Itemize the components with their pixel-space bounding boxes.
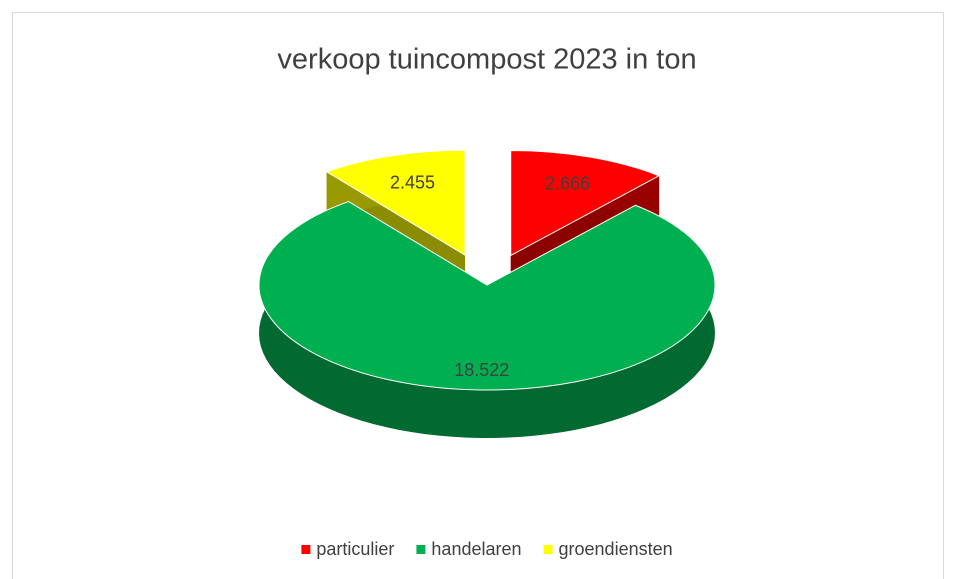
legend-swatch [416, 545, 426, 554]
data-label: 2.455 [390, 172, 435, 192]
legend-swatch [543, 545, 553, 554]
data-label: 2.666 [545, 173, 590, 193]
legend-label: handelaren [431, 539, 521, 559]
chart-title: verkoop tuincompost 2023 in ton [277, 44, 696, 76]
slice-top [510, 149, 661, 257]
data-label: 18.522 [454, 360, 509, 380]
legend-swatch [301, 545, 311, 554]
slice-top [325, 149, 466, 257]
legend-label: particulier [316, 539, 394, 559]
legend-label: groendiensten [559, 539, 673, 559]
slice [258, 201, 716, 438]
slice-top [258, 201, 716, 391]
slice-wall [259, 201, 715, 438]
